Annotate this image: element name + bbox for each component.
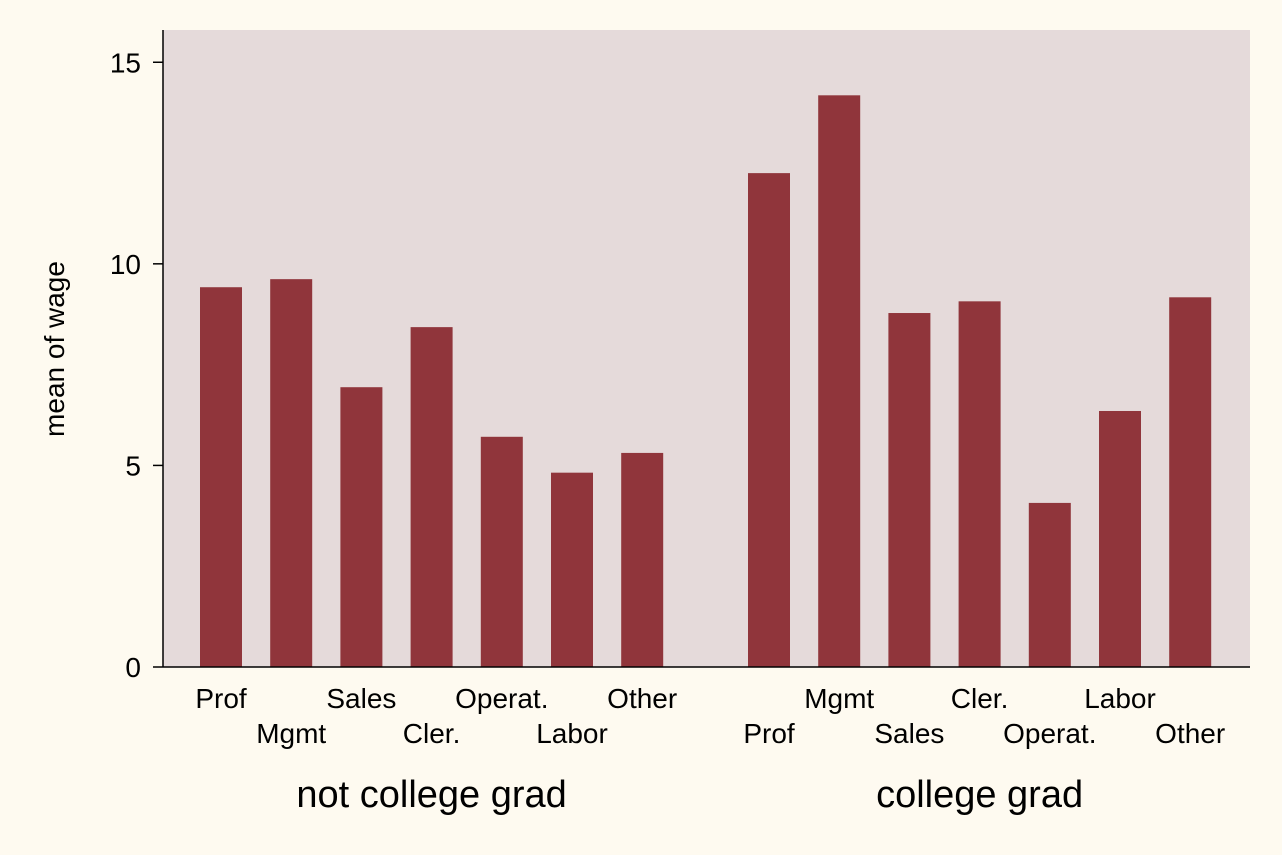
- category-label: Prof: [743, 718, 795, 749]
- bar: [340, 387, 383, 667]
- category-label: Mgmt: [804, 683, 874, 714]
- category-label: Operat.: [455, 683, 548, 714]
- bar: [480, 436, 523, 667]
- category-label: Operat.: [1003, 718, 1096, 749]
- bar: [748, 173, 790, 667]
- category-labels-layer: ProfMgmtSalesCler.Operat.LaborOtherProfM…: [195, 683, 1225, 749]
- bar: [818, 95, 861, 667]
- bar: [200, 287, 242, 667]
- plot-area: [163, 30, 1250, 667]
- bar: [410, 327, 453, 667]
- bar: [551, 472, 593, 667]
- category-label: Mgmt: [256, 718, 326, 749]
- category-label: Other: [607, 683, 677, 714]
- bar: [1099, 410, 1141, 667]
- category-label: Labor: [536, 718, 608, 749]
- bar: [270, 279, 313, 667]
- y-ticks-layer: 0 5 10 15: [110, 47, 163, 683]
- category-label: Cler.: [403, 718, 461, 749]
- group-label: college grad: [876, 774, 1083, 816]
- category-label: Cler.: [951, 683, 1009, 714]
- group-label: not college grad: [296, 774, 566, 816]
- bar: [1169, 297, 1212, 667]
- category-label: Labor: [1084, 683, 1156, 714]
- bars-layer: [200, 95, 1212, 667]
- y-axis-title: mean of wage: [39, 261, 70, 437]
- y-tick-label: 15: [110, 47, 141, 78]
- category-label: Prof: [195, 683, 247, 714]
- y-tick-label: 0: [125, 652, 141, 683]
- bar: [888, 313, 931, 667]
- category-label: Other: [1155, 718, 1225, 749]
- bar: [1028, 502, 1071, 667]
- y-tick-label: 10: [110, 249, 141, 280]
- bar: [958, 301, 1001, 667]
- group-labels-layer: not college grad college grad: [296, 774, 1083, 816]
- category-label: Sales: [874, 718, 944, 749]
- y-tick-label: 5: [125, 450, 141, 481]
- category-label: Sales: [326, 683, 396, 714]
- bar: [621, 452, 664, 667]
